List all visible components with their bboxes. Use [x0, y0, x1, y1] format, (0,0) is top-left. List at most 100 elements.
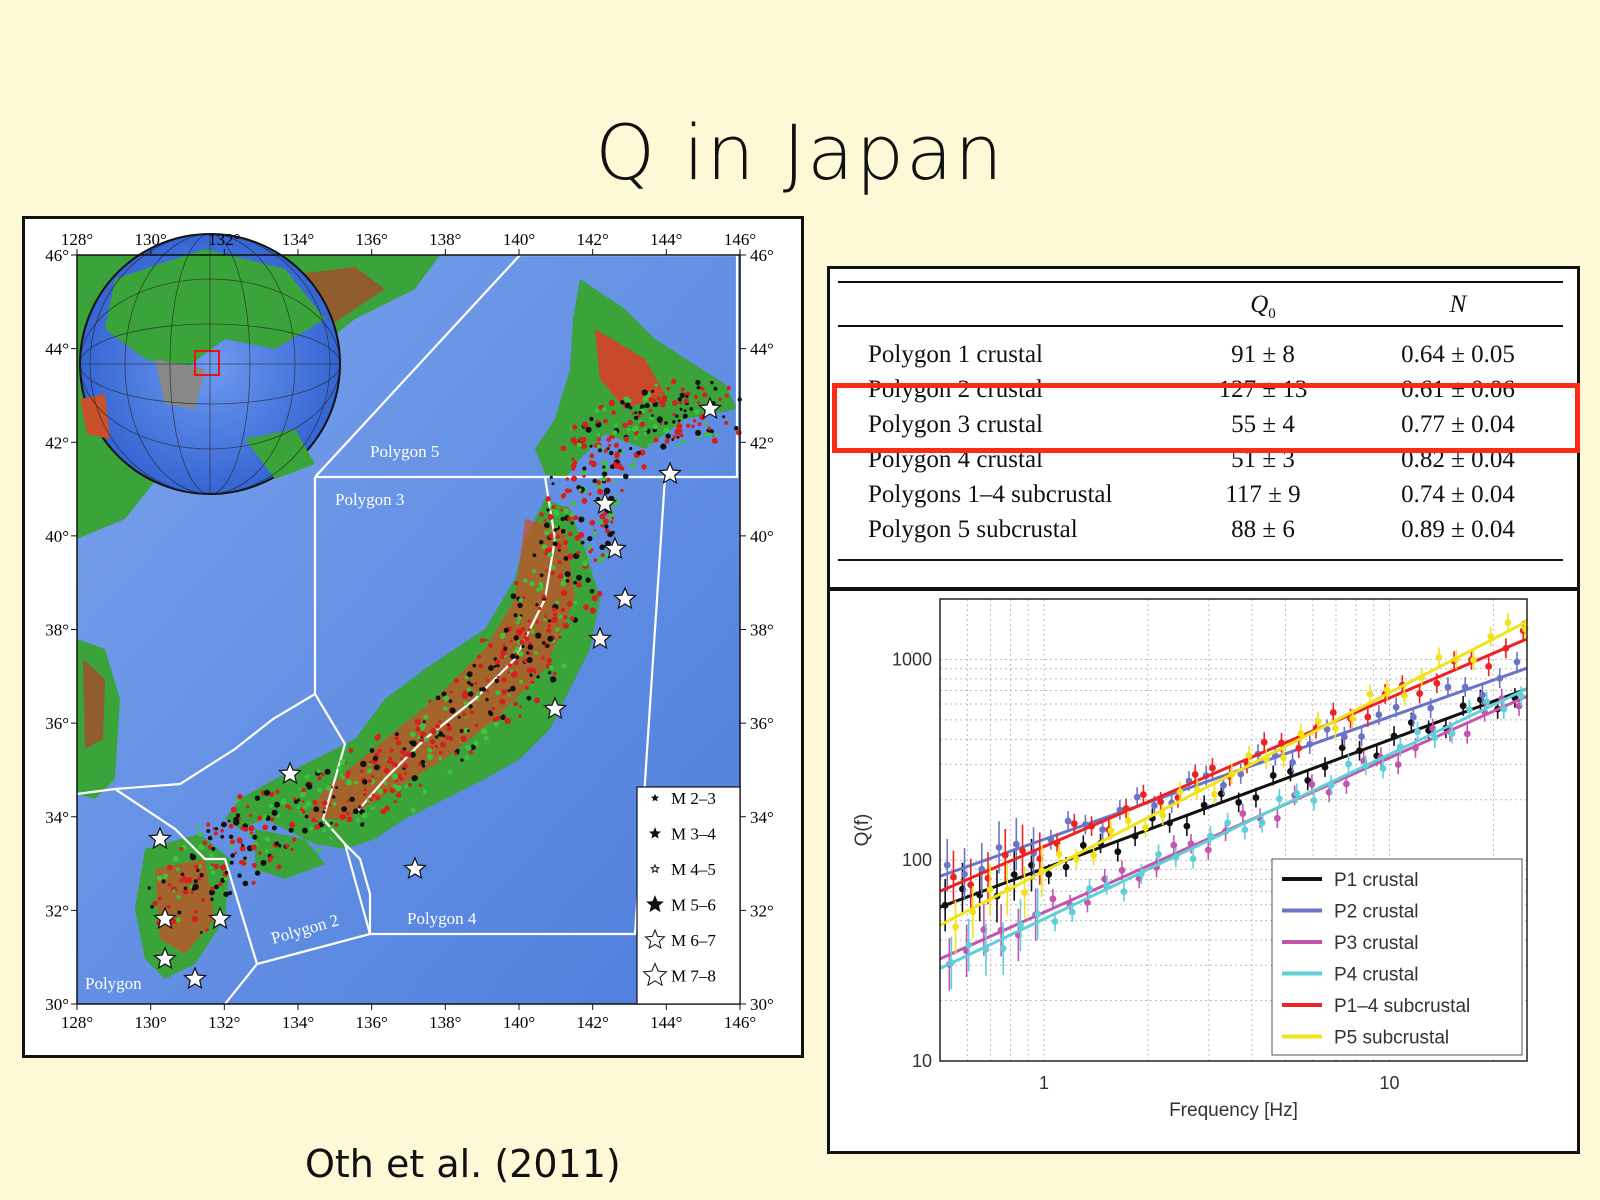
- header-q0: Q0: [1250, 291, 1276, 322]
- earthquake-marker: [268, 803, 273, 808]
- series-point: [947, 959, 955, 967]
- earthquake-marker: [601, 407, 607, 412]
- earthquake-marker: [434, 744, 438, 749]
- earthquake-marker: [664, 438, 670, 444]
- series-point: [1504, 619, 1512, 627]
- earthquake-marker: [672, 435, 677, 439]
- series-point: [1114, 848, 1122, 856]
- series-point: [1435, 653, 1443, 661]
- series-fit-line: [939, 637, 1528, 893]
- earthquake-marker: [585, 577, 591, 583]
- earthquake-marker: [396, 792, 402, 798]
- earthquake-marker: [693, 394, 699, 399]
- earthquake-marker: [538, 606, 542, 611]
- earthquake-marker: [157, 896, 162, 901]
- earthquake-marker: [548, 665, 554, 670]
- series-point: [1124, 817, 1132, 825]
- earthquake-marker: [322, 800, 328, 806]
- earthquake-marker: [409, 740, 413, 744]
- earthquake-marker: [220, 828, 225, 833]
- earthquake-marker: [329, 836, 333, 840]
- series-point: [1448, 730, 1456, 737]
- earthquake-marker: [322, 810, 326, 814]
- earthquake-marker: [543, 617, 547, 622]
- series-point: [1170, 841, 1178, 849]
- earthquake-marker: [419, 723, 426, 730]
- earthquake-marker: [226, 876, 230, 880]
- series-point: [943, 861, 951, 869]
- earthquake-marker: [563, 556, 569, 561]
- earthquake-marker: [341, 806, 348, 812]
- earthquake-marker: [523, 578, 528, 583]
- earthquake-marker: [587, 536, 593, 542]
- earthquake-marker: [360, 760, 367, 768]
- series-point: [1131, 832, 1139, 840]
- q-frequency-chart: 1 10 10 100 1000 Frequency [Hz] Q(f) P1 crus…: [830, 591, 1577, 1151]
- earthquake-marker: [360, 769, 364, 774]
- legend-entry: P5 subcrustal: [1334, 1028, 1449, 1049]
- earthquake-marker: [524, 685, 529, 690]
- earthquake-marker: [339, 758, 346, 765]
- series-point: [1055, 850, 1063, 858]
- earthquake-marker: [671, 438, 675, 441]
- large-quake-star: [152, 906, 178, 930]
- earthquake-marker: [534, 650, 538, 655]
- earthquake-marker: [601, 476, 607, 482]
- series-point: [978, 865, 986, 873]
- earthquake-marker: [230, 853, 235, 858]
- earthquake-marker: [312, 799, 318, 805]
- lon-tick-label: 144°: [650, 1013, 682, 1032]
- series-point: [1394, 761, 1402, 768]
- earthquake-marker: [438, 720, 442, 724]
- earthquake-marker: [271, 809, 278, 816]
- legend-entry: P1 crustal: [1334, 870, 1418, 891]
- large-quake-star: [277, 761, 303, 785]
- earthquake-marker: [311, 817, 316, 823]
- table-row: Polygons 1–4 subcrustal 117 ± 9 0.74 ± 0.0…: [838, 477, 1563, 512]
- earthquake-marker: [383, 767, 390, 774]
- earthquake-marker: [206, 822, 211, 827]
- series-point: [1237, 770, 1245, 778]
- earthquake-marker: [375, 795, 380, 801]
- earthquake-marker: [510, 653, 516, 659]
- earthquake-marker: [532, 553, 537, 558]
- earthquake-marker: [443, 695, 450, 702]
- earthquake-marker: [363, 788, 367, 792]
- earthquake-marker: [527, 619, 531, 623]
- earthquake-marker: [258, 851, 262, 855]
- earthquake-marker: [496, 715, 501, 721]
- earthquake-marker: [257, 815, 263, 821]
- earthquake-marker: [588, 460, 594, 466]
- series-point: [1088, 822, 1095, 830]
- earthquake-marker: [524, 632, 528, 636]
- row-label: Polygon 1 crustal: [868, 341, 1043, 368]
- earthquake-marker: [147, 886, 151, 890]
- earthquake-marker: [541, 594, 547, 599]
- earthquake-marker: [541, 641, 546, 645]
- series-point: [1228, 770, 1236, 778]
- earthquake-marker: [648, 397, 654, 403]
- large-quake-star: [612, 586, 638, 610]
- earthquake-marker: [424, 737, 429, 742]
- series-0: [939, 687, 1528, 932]
- lat-tick-label: 44°: [750, 340, 774, 359]
- earthquake-marker: [589, 444, 593, 448]
- earthquake-marker: [228, 834, 234, 839]
- earthquake-marker: [623, 473, 629, 480]
- table-row: Polygon 2 crustal 127 ± 13 0.61 ± 0.06: [838, 372, 1563, 407]
- earthquake-marker: [210, 886, 215, 891]
- large-quake-star: [697, 396, 723, 420]
- series-point: [1001, 851, 1009, 859]
- earthquake-marker: [224, 889, 228, 892]
- earthquake-marker: [733, 425, 739, 431]
- earthquake-marker: [672, 412, 676, 417]
- earthquake-marker: [352, 808, 359, 815]
- earthquake-marker: [368, 779, 372, 784]
- earthquake-marker: [633, 430, 639, 436]
- earthquake-marker: [462, 690, 468, 695]
- earthquake-marker: [430, 739, 436, 745]
- lat-tick-label: 36°: [45, 714, 69, 733]
- series-point: [1159, 811, 1167, 819]
- earthquake-marker: [517, 602, 523, 609]
- earthquake-marker: [530, 629, 535, 634]
